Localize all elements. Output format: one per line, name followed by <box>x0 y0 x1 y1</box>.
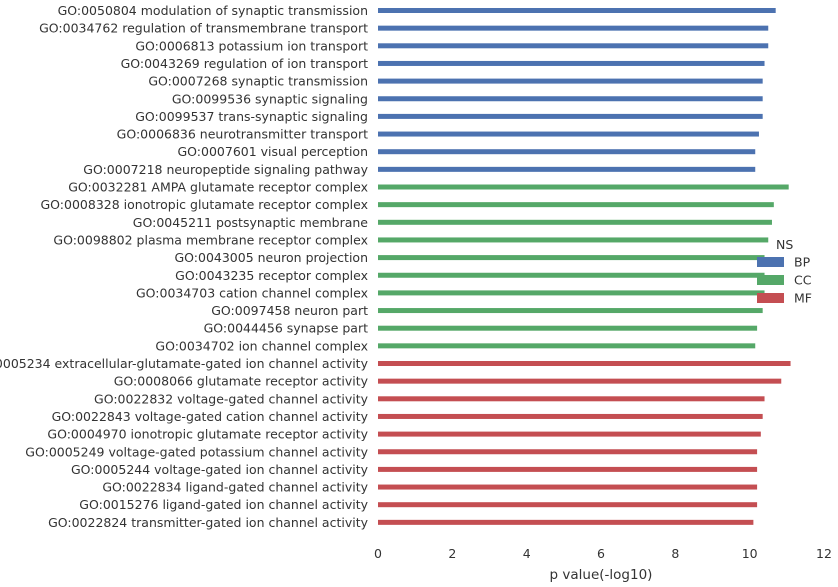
bar-cc <box>378 308 763 314</box>
category-label: GO:0005244 voltage-gated ion channel act… <box>71 462 369 477</box>
category-label: GO:0034703 cation channel complex <box>136 285 368 300</box>
bar-cc <box>378 290 765 296</box>
category-label: GO:0006836 neurotransmitter transport <box>117 127 368 142</box>
category-label: GO:0043005 neuron projection <box>174 250 368 265</box>
legend-title: NS <box>776 237 793 252</box>
legend-label-bp: BP <box>794 255 811 270</box>
legend-label-cc: CC <box>794 273 812 288</box>
x-tick-label: 2 <box>448 546 456 561</box>
category-label: GO:0050804 modulation of synaptic transm… <box>58 3 368 18</box>
bars <box>378 8 791 525</box>
bar-mf <box>378 466 758 472</box>
bar-bp <box>378 25 769 31</box>
bar-bp <box>378 96 763 102</box>
bar-bp <box>378 8 776 13</box>
category-label: GO:0005249 voltage-gated potassium chann… <box>25 444 368 459</box>
category-label: GO:0099537 trans-synaptic signaling <box>135 109 368 124</box>
bar-mf <box>378 449 758 455</box>
legend-swatch-cc <box>757 275 784 285</box>
bar-mf <box>378 484 758 490</box>
bar-cc <box>378 272 765 278</box>
x-tick-label: 0 <box>374 546 382 561</box>
category-label: GO:0034762 regulation of transmembrane t… <box>39 21 368 36</box>
category-label: GO:0022834 ligand-gated channel activity <box>102 480 368 495</box>
category-labels: GO:0050804 modulation of synaptic transm… <box>0 3 369 530</box>
legend-label-mf: MF <box>794 291 812 306</box>
bar-bp <box>378 113 763 119</box>
bar-cc <box>378 343 756 349</box>
x-axis-title: p value(-log10) <box>550 567 653 583</box>
category-label: GO:0032281 AMPA glutamate receptor compl… <box>68 180 368 195</box>
category-label: GO:0034702 ion channel complex <box>155 338 368 353</box>
category-label: GO:0044456 synapse part <box>204 321 368 336</box>
bar-cc <box>378 237 769 243</box>
category-label: GO:0005234 extracellular-glutamate-gated… <box>0 356 369 371</box>
category-label: GO:0022824 transmitter-gated ion channel… <box>48 515 369 530</box>
x-tick-label: 6 <box>597 546 605 561</box>
category-label: GO:0008066 glutamate receptor activity <box>114 374 369 389</box>
category-label: GO:0015276 ligand-gated ion channel acti… <box>79 497 368 512</box>
bar-bp <box>378 131 759 137</box>
bar-mf <box>378 431 761 437</box>
x-tick-label: 4 <box>523 546 531 561</box>
bar-cc <box>378 255 765 261</box>
category-label: GO:0004970 ionotropic glutamate receptor… <box>47 427 368 442</box>
category-label: GO:0022832 voltage-gated channel activit… <box>94 391 369 406</box>
category-label: GO:0099536 synaptic signaling <box>172 91 368 106</box>
bar-cc <box>378 202 774 208</box>
x-axis-ticks: 0 2 4 6 8 10 12 <box>374 546 832 561</box>
category-label: GO:0007601 visual perception <box>177 144 368 159</box>
bar-bp <box>378 149 756 155</box>
category-label: GO:0008328 ionotropic glutamate receptor… <box>41 197 369 212</box>
category-label: GO:0043235 receptor complex <box>175 268 368 283</box>
category-label: GO:0098802 plasma membrane receptor comp… <box>53 232 368 247</box>
legend: NS BP CC MF <box>757 237 812 306</box>
bar-bp <box>378 166 756 172</box>
bar-mf <box>378 502 758 508</box>
bar-cc <box>378 325 758 331</box>
category-label: GO:0045211 postsynaptic membrane <box>133 215 369 230</box>
x-tick-label: 12 <box>816 546 832 561</box>
category-label: GO:0007218 neuropeptide signaling pathwa… <box>83 162 368 177</box>
bar-mf <box>378 519 754 525</box>
bar-bp <box>378 78 763 84</box>
category-label: GO:0007268 synaptic transmission <box>148 74 368 89</box>
category-label: GO:0097458 neuron part <box>211 303 368 318</box>
category-label: GO:0022843 voltage-gated cation channel … <box>52 409 369 424</box>
legend-swatch-bp <box>757 257 784 267</box>
bar-cc <box>378 184 789 190</box>
bar-mf <box>378 413 763 419</box>
bar-bp <box>378 43 769 49</box>
bar-cc <box>378 219 772 225</box>
category-label: GO:0043269 regulation of ion transport <box>121 56 369 71</box>
bar-mf <box>378 361 791 366</box>
bar-bp <box>378 60 765 66</box>
x-tick-label: 10 <box>742 546 758 561</box>
x-tick-label: 8 <box>671 546 679 561</box>
category-label: GO:0006813 potassium ion transport <box>135 38 368 53</box>
bar-mf <box>378 396 765 402</box>
legend-swatch-mf <box>757 293 784 303</box>
bar-mf <box>378 378 782 384</box>
